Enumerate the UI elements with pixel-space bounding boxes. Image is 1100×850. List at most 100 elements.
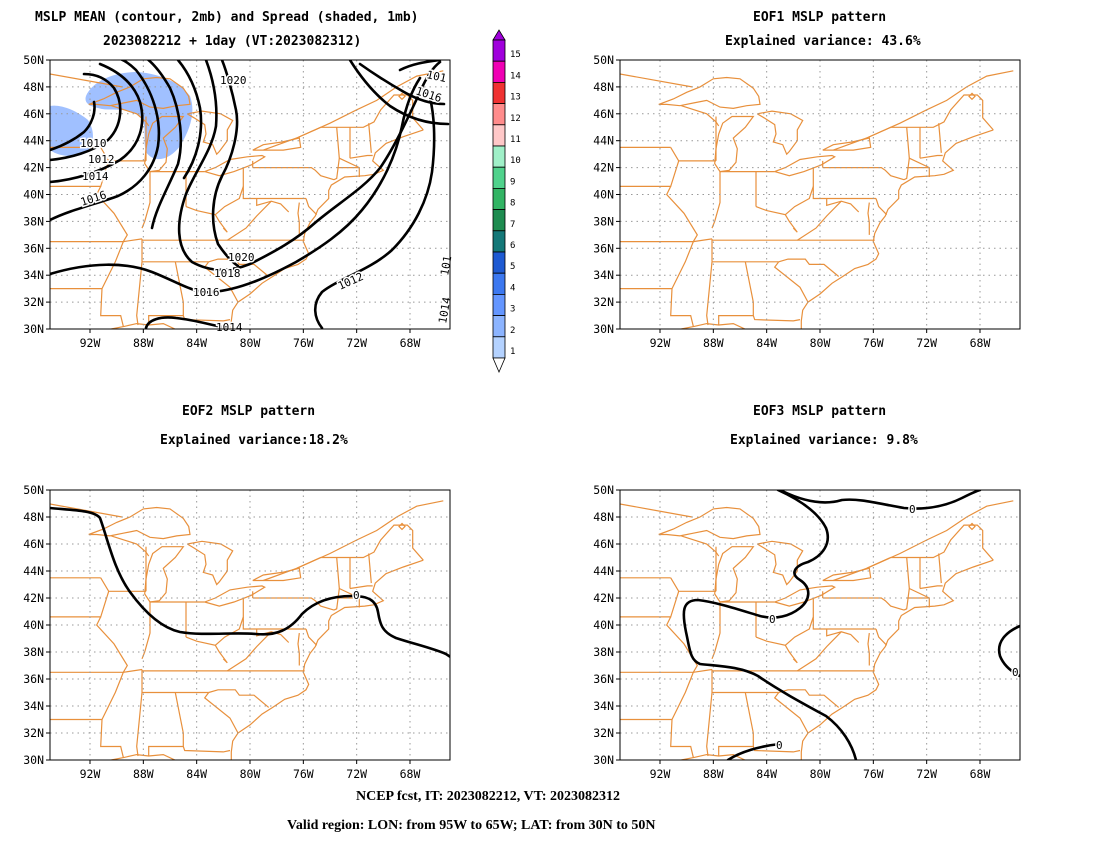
colorbar-tick-label: 11: [510, 135, 521, 145]
boundary-line: [296, 500, 444, 569]
boundary-line: [718, 261, 754, 325]
lon-tick-label: 88W: [133, 767, 154, 781]
boundary-line: [182, 315, 231, 322]
lon-tick-label: 72W: [916, 767, 937, 781]
eof3-panel-subtitle: Explained variance: 9.8%: [730, 433, 918, 448]
boundary-line: [919, 154, 943, 159]
boundary-line: [755, 206, 798, 233]
isobar-1016-north: [50, 60, 161, 222]
zero-line-north: [778, 490, 982, 510]
colorbar-tick-label: 15: [510, 50, 521, 60]
boundary-line: [756, 540, 804, 586]
boundary-line: [333, 557, 340, 611]
lat-tick-label: 36N: [23, 241, 44, 255]
lat-tick-label: 32N: [593, 726, 614, 740]
gridlines-eof3: [620, 490, 1020, 760]
lon-tick-label: 92W: [650, 336, 671, 350]
boundary-line: [333, 127, 340, 181]
boundary-line: [681, 322, 767, 329]
boundary-line: [826, 629, 860, 643]
lon-tick-label: 92W: [80, 767, 101, 781]
boundary-line: [252, 137, 302, 151]
isobar-1014-east: [348, 60, 450, 126]
lon-tick-label: 68W: [970, 767, 991, 781]
contour-label: 1014: [82, 170, 109, 183]
colorbar-swatch: [492, 39, 506, 62]
colorbar-swatch: [492, 60, 506, 83]
boundary-line: [214, 616, 244, 646]
mean-panel-subtitle: 2023082212 + 1day (VT:2023082312): [103, 34, 362, 49]
boundary-line: [297, 633, 300, 666]
boundary-line: [185, 206, 228, 233]
colorbar-top-arrow: [492, 29, 506, 41]
lat-tick-label: 44N: [593, 564, 614, 578]
lat-tick-label: 36N: [593, 672, 614, 686]
lon-tick-label: 88W: [703, 767, 724, 781]
boundary-line: [718, 692, 754, 756]
lat-tick-label: 50N: [23, 483, 44, 497]
boundary-line: [681, 105, 720, 127]
lon-tick-label: 72W: [916, 336, 937, 350]
frame-mean: 30N 32N 34N 36N 38N 40N 42N 44N 46N 48N 50N 92W 88W 8…: [23, 53, 451, 350]
lat-tick-label: 46N: [593, 537, 614, 551]
colorbar-swatch: [492, 187, 506, 210]
isobar-1014: [144, 316, 230, 329]
boundary-line: [812, 598, 876, 630]
boundary-line: [774, 154, 836, 177]
lon-tick-label: 76W: [863, 767, 884, 781]
zero-line-east: [997, 624, 1020, 678]
colorbar-tick-label: 13: [510, 93, 521, 103]
boundary-line: [658, 76, 761, 110]
lat-tick-label: 50N: [23, 53, 44, 67]
boundary-line: [204, 154, 266, 177]
island-marker: [968, 522, 976, 531]
boundary-line: [242, 167, 306, 200]
isobar-1012: [313, 96, 436, 329]
lat-tick-label: 40N: [593, 618, 614, 632]
boundary-line: [111, 322, 197, 329]
boundary-line: [50, 186, 129, 243]
boundary-line: [800, 559, 994, 760]
eof2-zero-label: 0: [353, 589, 360, 602]
boundary-line: [305, 628, 318, 646]
boundary-line: [182, 746, 231, 753]
lat-tick-label: 34N: [23, 268, 44, 282]
lat-tick-label: 36N: [593, 241, 614, 255]
lon-tick-label: 80W: [810, 767, 831, 781]
boundary-line: [711, 171, 721, 229]
boundary-line: [693, 238, 713, 243]
eof3-map-panel: 0 0 0 0 30N 32N 34N 36N 38N 40N 42N 44N 46N 48N 50…: [593, 483, 1021, 781]
boundary-line: [230, 559, 424, 760]
boundary-line: [185, 636, 228, 664]
basemap-eof1: [620, 70, 1014, 329]
boundary-line: [693, 668, 713, 673]
isobar-1010: [50, 100, 96, 152]
boundary-line: [123, 668, 143, 673]
boundary-line: [349, 154, 373, 159]
boundary-line: [88, 506, 191, 540]
lat-tick-label: 46N: [593, 107, 614, 121]
eof1-map-panel: 30N 32N 34N 36N 38N 40N 42N 44N 46N 48N 50N 92W 88W 8…: [593, 53, 1021, 350]
basemap-mean: [50, 70, 444, 329]
colorbar-tick-label: 14: [510, 71, 521, 81]
boundary-line: [100, 672, 124, 758]
boundary-line: [208, 258, 270, 277]
lon-tick-label: 76W: [293, 767, 314, 781]
boundary-line: [833, 524, 994, 582]
colorbar-tick-label: 3: [510, 305, 515, 315]
boundary-line: [796, 200, 842, 241]
gridlines-mean: [50, 60, 450, 329]
boundary-line: [203, 692, 239, 734]
boundary-line: [242, 598, 306, 630]
colorbar-tick-label: 10: [510, 156, 521, 166]
boundary-line: [208, 689, 270, 708]
boundary-line: [252, 567, 302, 582]
isobar-1014: [50, 62, 144, 184]
boundary-line: [875, 198, 888, 216]
boundary-line: [938, 553, 942, 584]
frame-eof3: 30N 32N 34N 36N 38N 40N 42N 44N 46N 48N 50N 92W 88W 8…: [593, 483, 1021, 781]
boundary-line: [800, 129, 994, 329]
boundary-line: [778, 689, 840, 708]
boundary-line: [938, 123, 942, 153]
